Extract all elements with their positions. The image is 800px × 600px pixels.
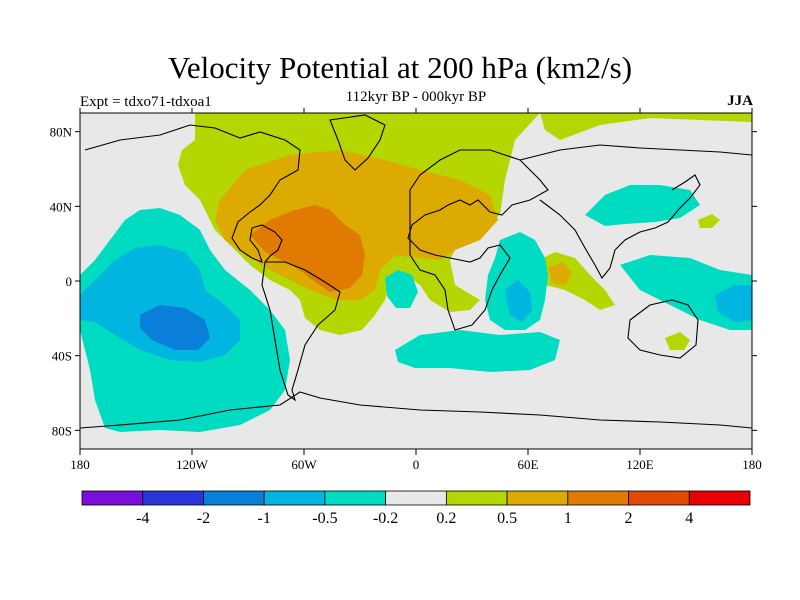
lon-tick-label: 180: [742, 457, 762, 472]
map-subtitle: 112kyr BP - 000kyr BP: [345, 89, 487, 105]
contour-region-orange-tropatlantic: [250, 205, 365, 292]
lon-tick-label: 0: [413, 457, 420, 472]
season-label: JJA: [727, 93, 753, 109]
colorbar-label: -2: [197, 510, 210, 527]
coastline-north-america: [84, 124, 301, 263]
contour-region-turquoise-atlanticeq: [385, 270, 418, 308]
contour-region-yellowgreen-pacific: [698, 214, 720, 228]
latitude-axis: 80N 40N 0 40S 80S: [50, 125, 757, 438]
contour-field: [80, 113, 752, 449]
contour-region-orangeyellow-india: [548, 262, 572, 285]
colorbar-label: 4: [685, 510, 693, 527]
colorbar-label: 1: [564, 510, 572, 527]
contour-region-blue-westpacific: [715, 285, 752, 322]
colorbar-label: -0.5: [312, 510, 337, 527]
colorbar-swatch: [385, 490, 447, 506]
contour-region-turquoise-africa: [485, 232, 548, 330]
lon-tick-label: 60W: [291, 457, 317, 472]
lon-tick-label: 180: [70, 457, 90, 472]
lon-tick-label: 120W: [176, 457, 209, 472]
colorbar-swatch: [142, 490, 204, 506]
contour-region-turquoise-southatlantic: [395, 330, 560, 372]
coastline-greenland: [329, 114, 386, 171]
lat-tick-label: 80N: [50, 125, 73, 140]
colorbar-swatch: [567, 490, 629, 506]
lat-tick-label: 40N: [50, 199, 73, 214]
map-title: Velocity Potential at 200 hPa (km2/s): [167, 50, 633, 85]
colorbar-label: 2: [625, 510, 633, 527]
colorbar-label: -0.2: [373, 510, 398, 527]
colorbar-swatch: [506, 490, 569, 506]
lon-tick-label: 120E: [626, 457, 654, 472]
lat-tick-label: 0: [66, 274, 73, 289]
colorbar-label: -4: [136, 510, 149, 527]
contour-region-blue-indianocean: [505, 280, 532, 322]
coastline-asia: [519, 144, 752, 279]
colorbar: -4 -2 -1 -0.5 -0.2 0.2 0.5 1 2 4: [81, 490, 751, 527]
colorbar-label: 0.5: [497, 510, 517, 527]
contour-region-darkblue-pacific: [140, 305, 210, 350]
coastline-australia: [627, 299, 699, 359]
lon-tick-label: 60E: [518, 457, 539, 472]
colorbar-swatch: [203, 490, 265, 506]
lat-tick-label: 80S: [52, 423, 72, 438]
experiment-label: Expt = tdxo71-tdxoa1: [80, 94, 212, 110]
lat-tick-label: 40S: [52, 349, 72, 364]
coastline-antarctica: [80, 391, 752, 429]
longitude-axis: 180 120W 60W 0 60E 120E 180: [70, 108, 762, 472]
colorbar-swatch: [445, 490, 508, 506]
colorbar-swatch: [324, 490, 387, 506]
colorbar-swatch: [81, 490, 144, 506]
coastline-europe-africa: [407, 149, 549, 331]
coastline-south-america: [261, 261, 341, 402]
colorbar-swatch: [688, 490, 751, 506]
contour-region-yellowgreen-australia: [665, 332, 690, 350]
contour-region-turquoise-asia: [585, 185, 700, 226]
contour-region-yellowgreen-arctic: [540, 113, 752, 140]
colorbar-swatch: [263, 490, 326, 506]
colorbar-swatch: [628, 490, 690, 506]
coastlines: [80, 114, 752, 429]
colorbar-label: -1: [258, 510, 271, 527]
colorbar-label: 0.2: [436, 510, 456, 527]
